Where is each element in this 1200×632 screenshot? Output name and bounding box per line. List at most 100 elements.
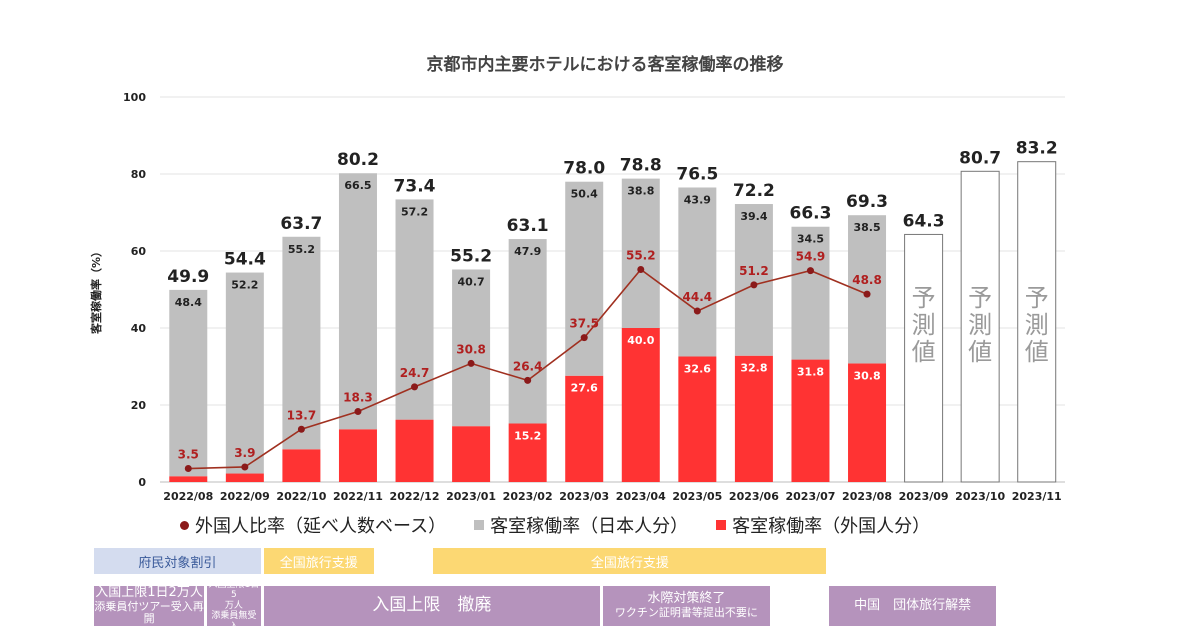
- forecast-label: 予測値: [1025, 284, 1049, 366]
- japanese-value-label: 48.4: [175, 296, 202, 309]
- x-axis-ticks: 2022/08 2022/09 2022/10 2022/11 2022/12 2023/…: [163, 490, 1061, 503]
- legend-label: 外国人比率（延べ人数ベース）: [195, 516, 447, 537]
- x-tick-label: 2022/12: [390, 490, 440, 503]
- y-tick-label: 0: [138, 476, 146, 489]
- bar-foreign: [225, 473, 264, 482]
- policy-band-line: 水際対策終了: [647, 591, 726, 607]
- x-tick-label: 2023/10: [955, 490, 1005, 503]
- japanese-value-label: 52.2: [231, 279, 258, 292]
- ratio-point: [863, 290, 871, 298]
- bar-foreign: [791, 359, 830, 482]
- ratio-label: 55.2: [626, 248, 656, 262]
- y-tick-label: 20: [131, 399, 147, 412]
- forecast-total-label: 80.7: [959, 148, 1001, 168]
- bar-foreign: [678, 356, 717, 482]
- legend-item: 外国人比率（延べ人数ベース）: [180, 512, 446, 538]
- legend-item: 客室稼働率（日本人分）: [474, 512, 688, 538]
- chart-title: 京都市内主要ホテルにおける客室稼働率の推移: [427, 54, 784, 75]
- x-tick-label: 2023/01: [446, 490, 496, 503]
- legend: 外国人比率（延べ人数ベース） 客室稼働率（日本人分） 客室稼働率（外国人分）: [180, 512, 930, 538]
- ratio-line: [184, 265, 871, 473]
- bar-japanese: [791, 226, 830, 360]
- bar-foreign: [395, 419, 434, 482]
- ratio-point: [637, 265, 645, 273]
- ratio-point: [241, 463, 249, 471]
- legend-label: 客室稼働率（日本人分）: [490, 516, 689, 537]
- chart: 京都市内主要ホテルにおける客室稼働率の推移 客室稼働率（%） 0 20 40 60 80…: [89, 54, 1065, 503]
- legend-square-marker: [716, 520, 727, 530]
- japanese-value-label: 47.9: [514, 245, 541, 258]
- y-tick-label: 60: [131, 245, 147, 258]
- total-label: 78.8: [620, 156, 662, 176]
- campaign-band: 全国旅行支援: [433, 548, 827, 574]
- policy-band-line: 添乗員無受入: [211, 611, 257, 632]
- ratio-point: [354, 408, 362, 416]
- bars: [169, 161, 1057, 483]
- total-label: 63.7: [280, 214, 322, 234]
- y-axis-label: 客室稼働率（%）: [89, 246, 103, 335]
- japanese-value-label: 57.2: [401, 205, 428, 218]
- bar-japanese: [225, 272, 264, 474]
- japanese-value-label: 38.8: [627, 185, 654, 198]
- japanese-value-label: 66.5: [344, 179, 371, 192]
- ratio-point: [411, 383, 419, 391]
- y-tick-label: 100: [123, 91, 146, 104]
- bar-japanese: [734, 204, 773, 356]
- ratio-point: [806, 267, 814, 275]
- forecast-bar: [904, 233, 944, 483]
- bar-japanese: [565, 181, 604, 376]
- total-label: 55.2: [450, 246, 492, 266]
- bar-foreign: [452, 426, 491, 482]
- japanese-value-label: 39.4: [740, 210, 767, 223]
- total-label: 63.1: [507, 216, 549, 236]
- x-tick-label: 2022/10: [276, 490, 326, 503]
- total-label: 69.3: [846, 192, 888, 212]
- ratio-point: [467, 359, 475, 367]
- bar-foreign: [338, 429, 377, 482]
- policy-band-line: 入国上限1日2万人: [95, 584, 203, 600]
- policy-band: 中国 団体旅行解禁: [829, 586, 996, 626]
- x-tick-label: 2023/02: [503, 490, 553, 503]
- japanese-value-label: 38.5: [853, 221, 880, 234]
- ratio-label: 24.7: [400, 366, 430, 380]
- bar-japanese: [338, 173, 377, 430]
- x-tick-label: 2023/09: [899, 490, 949, 503]
- bar-foreign: [848, 363, 887, 482]
- ratio-label: 26.4: [513, 359, 543, 373]
- policy-band: 入国上限 撤廃: [263, 586, 601, 626]
- japanese-value-label: 34.5: [797, 233, 824, 246]
- policy-band-line: ワクチン証明書等提出不要に: [614, 606, 758, 620]
- foreign-value-label: 32.6: [684, 362, 711, 375]
- forecast-total-label: 83.2: [1016, 139, 1058, 159]
- bar-japanese: [508, 239, 547, 424]
- x-tick-label: 2023/07: [785, 490, 835, 503]
- total-label: 78.0: [563, 159, 605, 179]
- forecast-label: 予測値: [968, 284, 992, 366]
- data-labels: 48.4 49.9 52.2 54.4 55.2 63.7 66.5 80.2 57.2 73.4…: [167, 139, 1057, 462]
- foreign-value-label: 30.8: [853, 369, 880, 382]
- ratio-label: 54.9: [796, 250, 826, 264]
- ratio-label: 18.3: [343, 391, 373, 405]
- policy-band-line: 中国 団体旅行解禁: [854, 597, 972, 613]
- policy-band-line: 万人: [224, 600, 243, 611]
- x-tick-label: 2023/04: [616, 490, 666, 503]
- total-label: 76.5: [676, 164, 718, 184]
- legend-item: 客室稼働率（外国人分）: [716, 512, 930, 538]
- bar-japanese: [452, 269, 491, 427]
- total-label: 80.2: [337, 150, 379, 170]
- ratio-label: 13.7: [287, 408, 317, 422]
- bar-foreign: [734, 355, 773, 482]
- legend-dot-marker: [180, 520, 189, 530]
- bar-japanese: [621, 178, 660, 328]
- campaign-band: 全国旅行支援: [263, 548, 374, 574]
- bar-foreign: [565, 375, 604, 482]
- x-tick-label: 2023/11: [1012, 490, 1062, 503]
- total-label: 49.9: [167, 267, 209, 287]
- ratio-point: [750, 281, 758, 289]
- bar-japanese: [395, 199, 434, 420]
- bar-japanese: [282, 236, 321, 450]
- x-tick-label: 2023/05: [672, 490, 722, 503]
- ratio-label: 48.8: [852, 273, 882, 287]
- total-label: 54.4: [224, 250, 266, 270]
- foreign-value-label: 27.6: [571, 382, 598, 395]
